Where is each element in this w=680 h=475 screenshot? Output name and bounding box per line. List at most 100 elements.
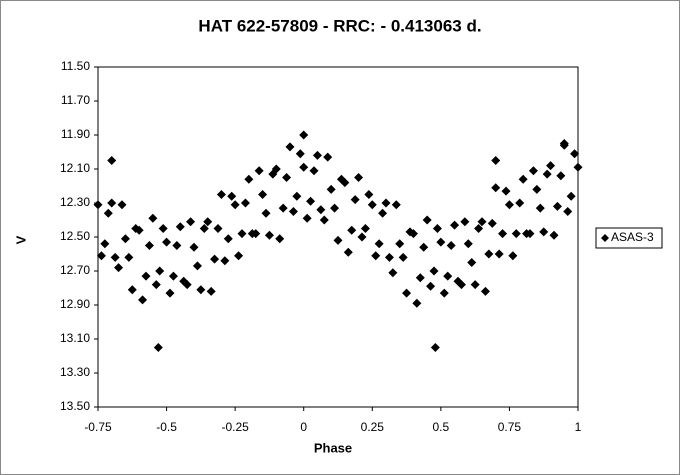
chart-title: HAT 622-57809 - RRC: - 0.413063 d.: [198, 16, 481, 35]
data-point: [340, 178, 350, 188]
y-tick-label: 11.70: [61, 93, 90, 107]
data-point: [227, 191, 237, 201]
data-point: [151, 280, 161, 290]
data-point: [165, 288, 175, 298]
data-point: [463, 239, 473, 249]
data-point: [384, 252, 394, 262]
data-point: [371, 251, 381, 261]
x-tick-label: 0.75: [498, 420, 522, 434]
data-point: [573, 162, 583, 172]
data-point: [223, 234, 233, 244]
data-point: [552, 201, 562, 211]
y-tick-label: 13.30: [60, 365, 90, 379]
data-point: [220, 256, 230, 266]
data-point: [326, 184, 336, 194]
data-point: [532, 184, 542, 194]
data-point: [237, 229, 247, 239]
data-point: [563, 207, 573, 216]
data-point: [285, 142, 295, 152]
data-point: [443, 271, 453, 281]
data-point: [127, 285, 137, 295]
data-point: [422, 215, 432, 225]
data-point: [271, 164, 281, 174]
x-tick-label: 0: [300, 420, 307, 434]
data-point: [117, 200, 127, 210]
x-tick-label: -0.5: [156, 420, 177, 434]
data-point: [436, 237, 446, 247]
data-point: [456, 280, 466, 290]
data-point: [477, 217, 487, 227]
data-point: [168, 271, 178, 281]
data-point: [96, 251, 106, 261]
data-point: [498, 229, 508, 239]
data-point: [309, 166, 319, 176]
data-point: [549, 230, 559, 240]
data-point: [155, 266, 165, 276]
y-tick-label: 13.10: [60, 331, 90, 345]
data-point: [467, 258, 477, 267]
data-point: [402, 288, 412, 298]
data-point: [299, 162, 309, 172]
data-point: [196, 285, 206, 295]
data-point: [110, 252, 120, 262]
data-point: [429, 266, 439, 276]
data-point: [216, 190, 226, 199]
data-point: [282, 173, 292, 182]
data-point: [398, 252, 408, 262]
data-point: [138, 295, 148, 305]
data-point: [450, 220, 460, 230]
data-point: [210, 254, 220, 264]
data-point: [525, 229, 535, 239]
data-point: [278, 203, 288, 213]
data-point: [261, 208, 271, 218]
y-tick-label: 12.90: [60, 297, 90, 311]
data-point: [556, 171, 566, 181]
data-point: [343, 247, 353, 257]
data-point: [153, 343, 163, 352]
data-point: [124, 252, 134, 262]
data-point: [566, 191, 576, 201]
y-tick-label: 11.90: [61, 127, 90, 141]
legend-label: ASAS-3: [611, 230, 654, 244]
data-point: [347, 225, 357, 235]
data-point: [141, 271, 151, 281]
data-point: [330, 203, 340, 213]
data-point: [508, 251, 518, 261]
data-point: [364, 190, 374, 199]
data-point: [374, 239, 384, 249]
data-point: [213, 224, 223, 233]
data-point: [158, 224, 168, 233]
y-tick-label: 12.50: [60, 229, 90, 243]
data-point: [570, 149, 580, 159]
data-point: [354, 173, 364, 182]
data-point: [474, 224, 484, 233]
data-point: [230, 200, 240, 210]
data-point: [388, 268, 398, 278]
data-point: [189, 242, 199, 252]
data-point: [292, 191, 302, 201]
data-point: [312, 150, 322, 160]
data-point: [114, 263, 124, 273]
x-tick-label: 0.25: [361, 420, 385, 434]
data-point: [395, 239, 405, 249]
data-point: [240, 198, 250, 208]
data-point: [107, 198, 117, 208]
data-point: [367, 200, 377, 210]
data-point: [323, 152, 333, 162]
data-point: [251, 229, 261, 239]
data-point: [504, 200, 514, 210]
data-point: [319, 215, 329, 225]
y-tick-label: 12.30: [60, 195, 90, 209]
y-tick-label: 11.50: [61, 59, 90, 73]
data-point: [480, 286, 490, 296]
data-point: [357, 232, 367, 242]
data-point: [206, 286, 216, 296]
data-point: [430, 343, 440, 352]
data-point: [295, 149, 305, 159]
data-point: [350, 195, 360, 205]
x-tick-label: 0.5: [433, 420, 450, 434]
data-point: [288, 207, 298, 216]
data-point: [559, 139, 569, 148]
y-axis-title: V: [13, 235, 28, 244]
